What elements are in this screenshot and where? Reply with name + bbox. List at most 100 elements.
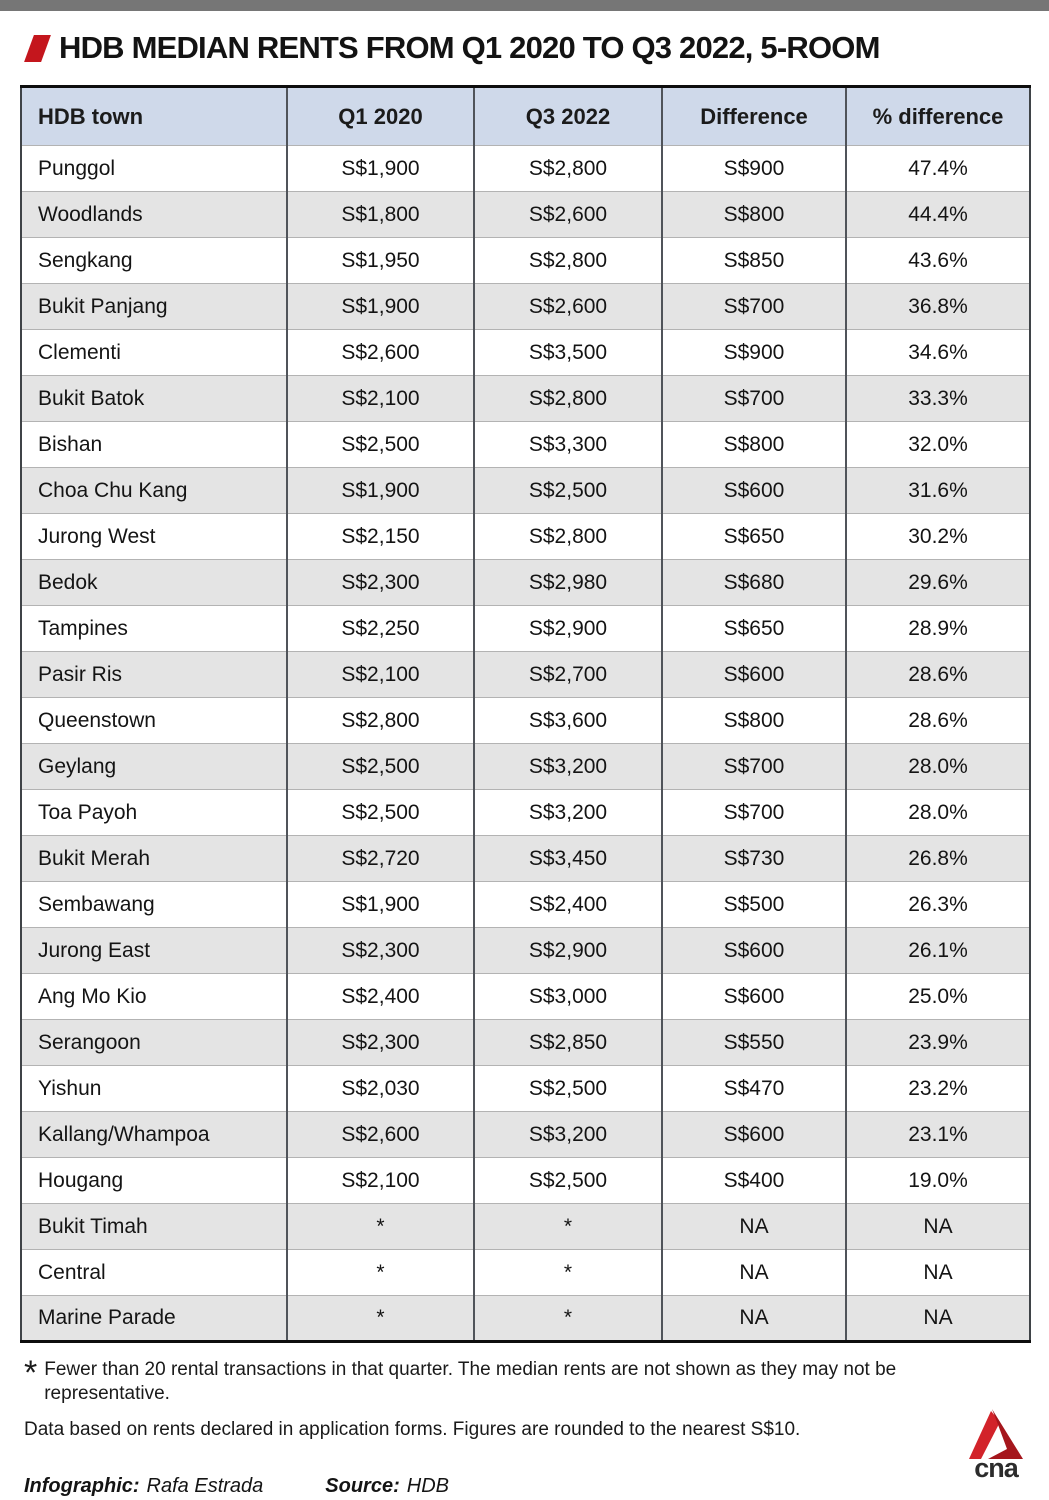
value-cell: 28.6%: [845, 697, 1030, 744]
value-cell: S$2,500: [286, 743, 474, 790]
value-cell: S$600: [661, 927, 846, 974]
value-cell: S$2,900: [473, 605, 662, 652]
value-cell: 26.8%: [845, 835, 1030, 882]
cna-accent-mark-icon: [24, 34, 51, 62]
table-row: Tampines S$2,250 S$2,900 S$650 28.9%: [21, 605, 1030, 652]
value-cell: 32.0%: [845, 421, 1030, 468]
value-cell: S$800: [661, 191, 846, 238]
town-cell: Choa Chu Kang: [21, 467, 287, 514]
table-row: Jurong West S$2,150 S$2,800 S$650 30.2%: [21, 513, 1030, 560]
value-cell: 33.3%: [845, 375, 1030, 422]
table-row: Bukit Panjang S$1,900 S$2,600 S$700 36.8%: [21, 283, 1030, 330]
cna-logo: cna: [967, 1409, 1025, 1482]
value-cell: S$900: [661, 145, 846, 192]
value-cell: 28.0%: [845, 743, 1030, 790]
page-title: HDB MEDIAN RENTS FROM Q1 2020 TO Q3 2022…: [59, 30, 880, 65]
value-cell: S$2,900: [473, 927, 662, 974]
value-cell: 29.6%: [845, 559, 1030, 606]
value-cell: 31.6%: [845, 467, 1030, 514]
value-cell: S$2,800: [473, 513, 662, 560]
value-cell: *: [286, 1295, 474, 1342]
value-cell: 28.9%: [845, 605, 1030, 652]
town-cell: Bukit Batok: [21, 375, 287, 422]
value-cell: S$2,980: [473, 559, 662, 606]
value-cell: S$2,720: [286, 835, 474, 882]
town-cell: Woodlands: [21, 191, 287, 238]
value-cell: *: [473, 1295, 662, 1342]
town-cell: Kallang/Whampoa: [21, 1111, 287, 1158]
town-cell: Bukit Panjang: [21, 283, 287, 330]
town-cell: Hougang: [21, 1157, 287, 1204]
value-cell: S$2,700: [473, 651, 662, 698]
value-cell: NA: [845, 1203, 1030, 1250]
value-cell: S$3,200: [473, 789, 662, 836]
column-header: HDB town: [21, 86, 287, 146]
value-cell: S$500: [661, 881, 846, 928]
value-cell: S$2,850: [473, 1019, 662, 1066]
value-cell: S$2,300: [286, 559, 474, 606]
table-row: Bukit Merah S$2,720 S$3,450 S$730 26.8%: [21, 835, 1030, 882]
data-note-text: Data based on rents declared in applicat…: [24, 1418, 801, 1440]
table-row: Punggol S$1,900 S$2,800 S$900 47.4%: [21, 145, 1030, 192]
value-cell: S$3,200: [473, 743, 662, 790]
town-cell: Queenstown: [21, 697, 287, 744]
value-cell: *: [473, 1203, 662, 1250]
table-row: Toa Payoh S$2,500 S$3,200 S$700 28.0%: [21, 789, 1030, 836]
value-cell: S$2,150: [286, 513, 474, 560]
town-cell: Clementi: [21, 329, 287, 376]
value-cell: 43.6%: [845, 237, 1030, 284]
value-cell: 23.2%: [845, 1065, 1030, 1112]
infographic-label: Infographic:: [24, 1475, 140, 1498]
value-cell: 47.4%: [845, 145, 1030, 192]
value-cell: S$800: [661, 697, 846, 744]
town-cell: Geylang: [21, 743, 287, 790]
value-cell: S$2,400: [286, 973, 474, 1020]
value-cell: S$2,400: [473, 881, 662, 928]
value-cell: S$1,900: [286, 467, 474, 514]
value-cell: S$3,000: [473, 973, 662, 1020]
value-cell: S$400: [661, 1157, 846, 1204]
value-cell: S$2,800: [473, 145, 662, 192]
value-cell: NA: [661, 1249, 846, 1296]
value-cell: 30.2%: [845, 513, 1030, 560]
town-cell: Bukit Timah: [21, 1203, 287, 1250]
value-cell: 44.4%: [845, 191, 1030, 238]
town-cell: Yishun: [21, 1065, 287, 1112]
value-cell: *: [473, 1249, 662, 1296]
value-cell: S$1,900: [286, 283, 474, 330]
value-cell: S$2,800: [473, 237, 662, 284]
value-cell: 23.9%: [845, 1019, 1030, 1066]
column-header: Q1 2020: [286, 86, 474, 146]
value-cell: S$1,950: [286, 237, 474, 284]
table-row: Geylang S$2,500 S$3,200 S$700 28.0%: [21, 743, 1030, 790]
value-cell: S$2,800: [473, 375, 662, 422]
column-header: % difference: [845, 86, 1030, 146]
town-cell: Serangoon: [21, 1019, 287, 1066]
table-row: Clementi S$2,600 S$3,500 S$900 34.6%: [21, 329, 1030, 376]
value-cell: S$2,600: [286, 329, 474, 376]
value-cell: S$2,100: [286, 375, 474, 422]
value-cell: S$470: [661, 1065, 846, 1112]
value-cell: S$2,300: [286, 927, 474, 974]
value-cell: S$2,500: [473, 1157, 662, 1204]
table-row: Sembawang S$1,900 S$2,400 S$500 26.3%: [21, 881, 1030, 928]
credits-row: Infographic: Rafa Estrada Source: HDB: [24, 1475, 1025, 1498]
asterisk-symbol: *: [24, 1354, 38, 1392]
table-row: Sengkang S$1,950 S$2,800 S$850 43.6%: [21, 237, 1030, 284]
value-cell: S$680: [661, 559, 846, 606]
value-cell: S$2,600: [473, 191, 662, 238]
value-cell: S$1,900: [286, 881, 474, 928]
value-cell: S$2,600: [473, 283, 662, 330]
table-row: Serangoon S$2,300 S$2,850 S$550 23.9%: [21, 1019, 1030, 1066]
table-row: Ang Mo Kio S$2,400 S$3,000 S$600 25.0%: [21, 973, 1030, 1020]
table-header-row: HDB town Q1 2020 Q3 2022 Difference% differ…: [21, 86, 1030, 146]
value-cell: S$650: [661, 513, 846, 560]
table-row: Pasir Ris S$2,100 S$2,700 S$600 28.6%: [21, 651, 1030, 698]
town-cell: Bedok: [21, 559, 287, 606]
source-label: Source:: [325, 1475, 400, 1498]
town-cell: Sembawang: [21, 881, 287, 928]
value-cell: *: [286, 1249, 474, 1296]
value-cell: NA: [661, 1295, 846, 1342]
value-cell: 26.3%: [845, 881, 1030, 928]
